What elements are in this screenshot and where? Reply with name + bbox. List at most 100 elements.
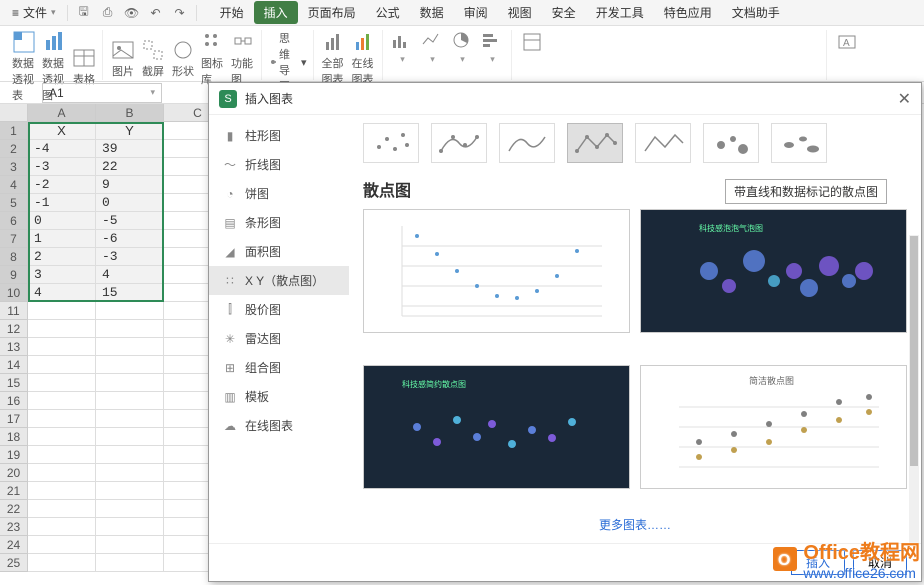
print-preview-icon[interactable]: 👁: [121, 3, 143, 23]
spark2[interactable]: ▾: [421, 30, 445, 65]
tab-layout[interactable]: 页面布局: [298, 1, 366, 24]
cell[interactable]: [96, 320, 164, 338]
col-header[interactable]: B: [96, 104, 164, 122]
row-header[interactable]: 5: [0, 194, 28, 212]
col-header[interactable]: A: [28, 104, 96, 122]
subtype-3[interactable]: [567, 123, 623, 163]
cell[interactable]: 1: [28, 230, 96, 248]
subtype-5[interactable]: [703, 123, 759, 163]
chart-type-online[interactable]: ☁在线图表: [209, 411, 349, 440]
chart-type-bar-h[interactable]: ▤条形图: [209, 208, 349, 237]
cell[interactable]: [28, 482, 96, 500]
cell[interactable]: Y: [96, 122, 164, 140]
tab-security[interactable]: 安全: [542, 1, 586, 24]
scrollbar-thumb[interactable]: [910, 236, 918, 466]
pivot-table-button[interactable]: 数据透视表: [12, 30, 36, 103]
preview-basic-scatter[interactable]: [363, 209, 630, 333]
cell[interactable]: [96, 356, 164, 374]
row-header[interactable]: 6: [0, 212, 28, 230]
row-header[interactable]: 2: [0, 140, 28, 158]
cell[interactable]: [28, 320, 96, 338]
cell[interactable]: -2: [28, 176, 96, 194]
chart-type-area[interactable]: ◢面积图: [209, 237, 349, 266]
name-box[interactable]: A1 ▾: [42, 83, 162, 103]
tab-view[interactable]: 视图: [498, 1, 542, 24]
shape-button[interactable]: 形状: [171, 38, 195, 79]
cell[interactable]: X: [28, 122, 96, 140]
row-header[interactable]: 9: [0, 266, 28, 284]
cell[interactable]: [28, 356, 96, 374]
row-header[interactable]: 12: [0, 320, 28, 338]
cell[interactable]: [96, 518, 164, 536]
spark4[interactable]: ▾: [481, 30, 505, 65]
row-header[interactable]: 20: [0, 464, 28, 482]
row-header[interactable]: 15: [0, 374, 28, 392]
cell[interactable]: [96, 302, 164, 320]
row-header[interactable]: 22: [0, 500, 28, 518]
tab-review[interactable]: 审阅: [454, 1, 498, 24]
spark3[interactable]: ▾: [451, 30, 475, 65]
chart-type-bar-v[interactable]: ▮柱形图: [209, 121, 349, 150]
cell[interactable]: [96, 500, 164, 518]
cell[interactable]: -1: [28, 194, 96, 212]
chart-type-scatter[interactable]: ∷X Y（散点图）: [209, 266, 349, 295]
save-icon[interactable]: 🖫: [73, 3, 95, 23]
cell[interactable]: [96, 482, 164, 500]
cell[interactable]: [96, 428, 164, 446]
cell[interactable]: -4: [28, 140, 96, 158]
row-header[interactable]: 4: [0, 176, 28, 194]
preview-scatter-light[interactable]: 简洁散点图: [640, 365, 907, 489]
cell[interactable]: -3: [96, 248, 164, 266]
row-header[interactable]: 18: [0, 428, 28, 446]
cell[interactable]: 0: [28, 212, 96, 230]
table-button[interactable]: 表格: [72, 46, 96, 87]
file-menu[interactable]: ≡ 文件 ▾: [6, 2, 62, 23]
cell[interactable]: 22: [96, 158, 164, 176]
preview-scatter-dark[interactable]: 科技感简约散点图: [363, 365, 630, 489]
cell[interactable]: 4: [28, 284, 96, 302]
tab-dochelper[interactable]: 文档助手: [722, 1, 790, 24]
subtype-1[interactable]: [431, 123, 487, 163]
row-header[interactable]: 23: [0, 518, 28, 536]
all-charts-button[interactable]: 全部图表: [322, 30, 346, 87]
row-header[interactable]: 17: [0, 410, 28, 428]
row-header[interactable]: 3: [0, 158, 28, 176]
iconlib-button[interactable]: 图标库: [201, 30, 225, 87]
scrollbar[interactable]: [909, 235, 919, 543]
close-icon[interactable]: ✕: [898, 89, 911, 109]
subtype-2[interactable]: [499, 123, 555, 163]
subtype-6[interactable]: [771, 123, 827, 163]
cell[interactable]: [96, 536, 164, 554]
cell[interactable]: 4: [96, 266, 164, 284]
chart-type-pie[interactable]: ◔饼图: [209, 179, 349, 208]
smartart-button[interactable]: 功能图: [231, 30, 255, 87]
subtype-0[interactable]: [363, 123, 419, 163]
chart-type-line[interactable]: 〜折线图: [209, 150, 349, 179]
cell[interactable]: 15: [96, 284, 164, 302]
tab-insert[interactable]: 插入: [254, 1, 298, 24]
cell[interactable]: [28, 302, 96, 320]
cell[interactable]: 0: [96, 194, 164, 212]
cell[interactable]: [28, 428, 96, 446]
print-icon[interactable]: ⎙: [97, 3, 119, 23]
chart-type-stock[interactable]: ⫿股价图: [209, 295, 349, 324]
more-charts-link[interactable]: 更多图表……: [363, 510, 907, 535]
row-header[interactable]: 13: [0, 338, 28, 356]
tab-formula[interactable]: 公式: [366, 1, 410, 24]
cell[interactable]: [28, 410, 96, 428]
chart-type-combo[interactable]: ⊞组合图: [209, 353, 349, 382]
cell[interactable]: [96, 446, 164, 464]
tab-dev[interactable]: 开发工具: [586, 1, 654, 24]
undo-icon[interactable]: ↶: [145, 3, 167, 23]
cell[interactable]: [28, 500, 96, 518]
cell[interactable]: [28, 464, 96, 482]
cell[interactable]: [28, 392, 96, 410]
row-header[interactable]: 19: [0, 446, 28, 464]
cell[interactable]: 9: [96, 176, 164, 194]
cell[interactable]: 39: [96, 140, 164, 158]
cell[interactable]: [96, 392, 164, 410]
screenshot-button[interactable]: 截屏: [141, 38, 165, 79]
cell[interactable]: -3: [28, 158, 96, 176]
tab-special[interactable]: 特色应用: [654, 1, 722, 24]
cell[interactable]: [28, 374, 96, 392]
